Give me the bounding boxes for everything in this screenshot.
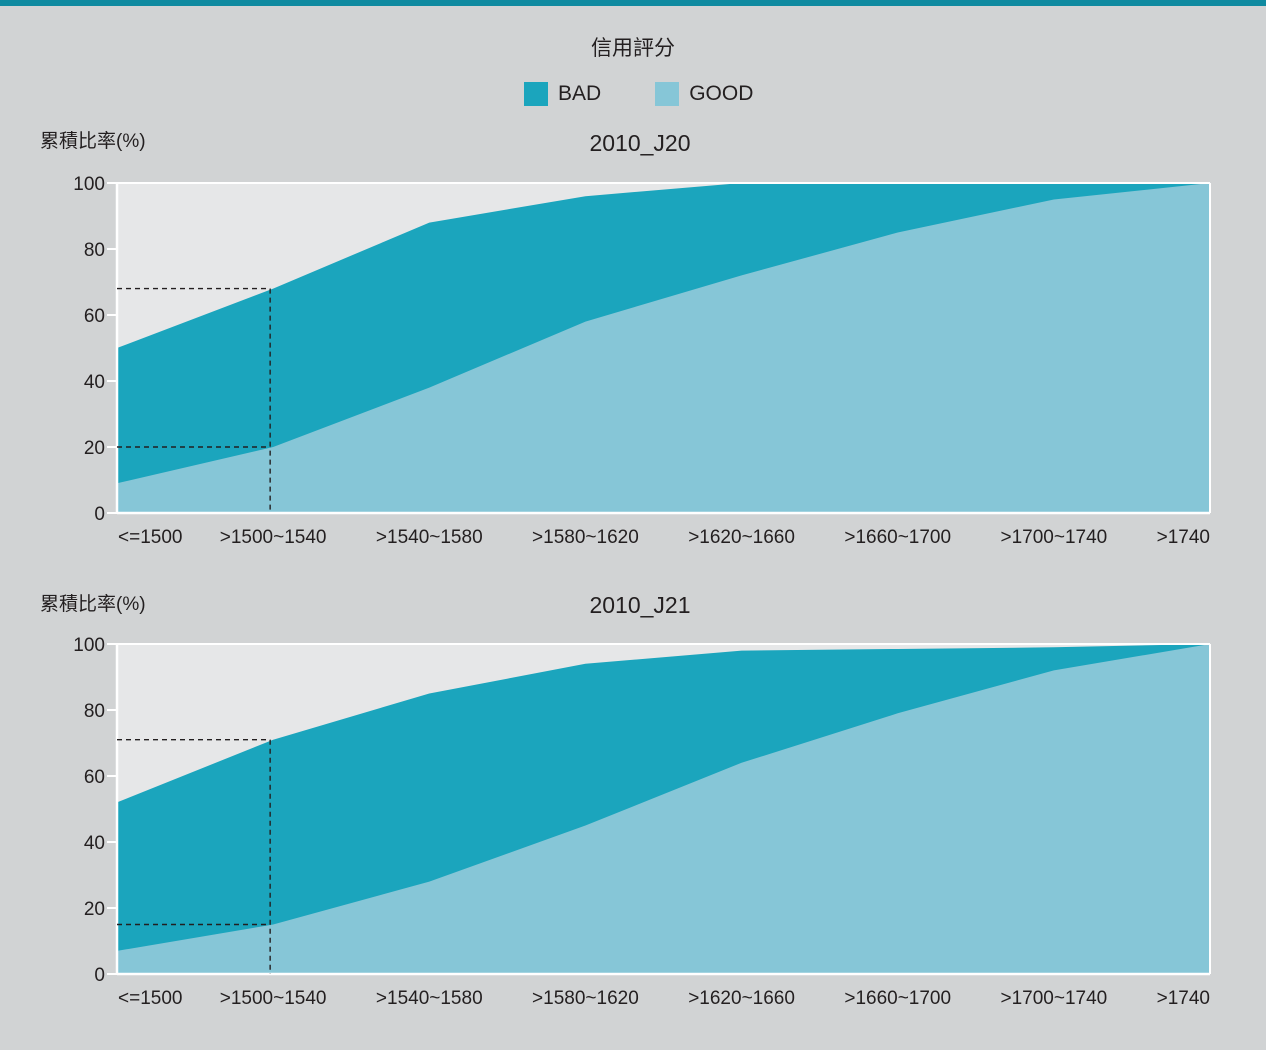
- chart2-y-tick-label: 0: [94, 965, 105, 986]
- chart2-x-tick-label: >1540~1580: [376, 988, 483, 1009]
- chart1-x-tick-label: >1740: [1157, 527, 1210, 548]
- legend-swatch-good: [655, 82, 680, 106]
- legend-label-good: GOOD: [689, 82, 754, 105]
- chart2-y-tick-label: 80: [84, 701, 105, 722]
- legend: BAD GOOD: [524, 82, 807, 106]
- chart1-x-tick-label: >1660~1700: [844, 527, 951, 548]
- chart1-area-good: [117, 183, 1210, 513]
- chart1-x-tick-label: >1580~1620: [532, 527, 639, 548]
- chart1-y-tick-label: 20: [84, 438, 105, 459]
- chart1-x-tick-label: >1620~1660: [688, 527, 795, 548]
- legend-item-good: GOOD: [655, 82, 753, 106]
- chart1-y-tick-label: 0: [94, 504, 105, 525]
- chart2-x-tick-label: >1740: [1157, 988, 1210, 1009]
- chart2-y-tick-label: 20: [84, 899, 105, 920]
- chart2-y-tick-label: 60: [84, 767, 105, 788]
- chart2-title: 2010_J21: [589, 592, 690, 618]
- chart2-y-tick-label: 40: [84, 833, 105, 854]
- top-accent-bar: [0, 0, 1266, 6]
- chart1-x-tick-label: >1500~1540: [220, 527, 327, 548]
- legend-label-bad: BAD: [558, 82, 602, 105]
- chart2-x-tick-label: >1660~1700: [844, 988, 951, 1009]
- chart1-y-tick-label: 100: [73, 174, 105, 195]
- chart2-x-tick-label: <=1500: [118, 988, 182, 1009]
- chart2-y-axis-label: 累積比率(%): [40, 593, 146, 615]
- chart1-x-tick-label: >1540~1580: [376, 527, 483, 548]
- chart1-x-tick-label: >1700~1740: [1000, 527, 1107, 548]
- chart2-x-tick-label: >1700~1740: [1000, 988, 1107, 1009]
- chart2-x-tick-label: >1620~1660: [688, 988, 795, 1009]
- chart1-y-tick-label: 60: [84, 306, 105, 327]
- chart1-title: 2010_J20: [589, 130, 690, 156]
- chart1-y-tick-label: 80: [84, 240, 105, 261]
- chart1-y-axis-label: 累積比率(%): [40, 130, 146, 152]
- chart2-y-tick-label: 100: [73, 635, 105, 656]
- legend-swatch-bad: [524, 82, 548, 106]
- chart-main-title: 信用評分: [591, 37, 675, 60]
- legend-item-bad: BAD: [524, 82, 601, 106]
- chart2-area-good: [117, 644, 1210, 974]
- chart2-x-tick-label: >1500~1540: [220, 988, 327, 1009]
- chart2-x-tick-label: >1580~1620: [532, 988, 639, 1009]
- chart1-y-tick-label: 40: [84, 372, 105, 393]
- chart1-x-tick-label: <=1500: [118, 527, 182, 548]
